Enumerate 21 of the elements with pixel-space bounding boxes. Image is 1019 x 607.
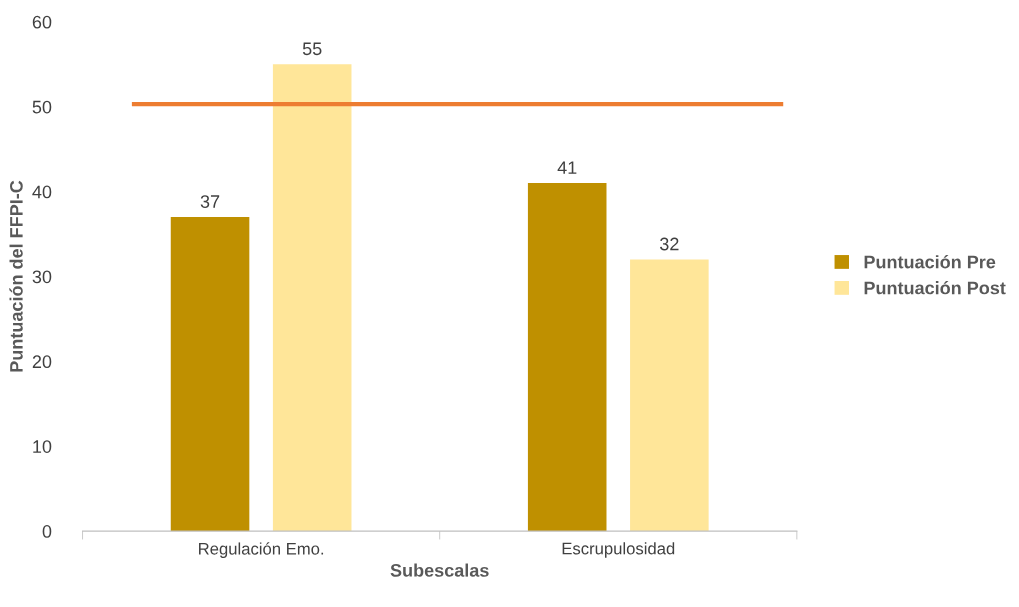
- y-tick-label: 60: [32, 15, 52, 29]
- y-tick-label: 50: [32, 100, 52, 114]
- y-tick-label: 10: [33, 440, 52, 453]
- bar: [170, 217, 250, 532]
- y-axis-title: Puntuación del FFPI-C: [9, 180, 23, 372]
- data-label: 55: [302, 42, 322, 56]
- y-tick-label: 0: [42, 525, 52, 538]
- legend-label: Puntuación Pre: [864, 254, 996, 269]
- bar: [527, 183, 607, 532]
- x-tick-label: Escrupulosidad: [562, 542, 675, 558]
- bar: [272, 64, 352, 532]
- legend-label: Puntuación Post: [864, 280, 1006, 295]
- y-tick-label: 40: [32, 185, 52, 199]
- y-tick-label: 20: [32, 355, 52, 369]
- data-label: 37: [200, 195, 220, 208]
- data-label: 41: [557, 161, 577, 174]
- y-tick-label: 30: [32, 270, 52, 284]
- x-axis-title: Subescalas: [390, 563, 489, 577]
- x-tick-label: Regulación Emo.: [199, 542, 324, 558]
- bar: [630, 259, 709, 532]
- data-label: 32: [660, 237, 679, 251]
